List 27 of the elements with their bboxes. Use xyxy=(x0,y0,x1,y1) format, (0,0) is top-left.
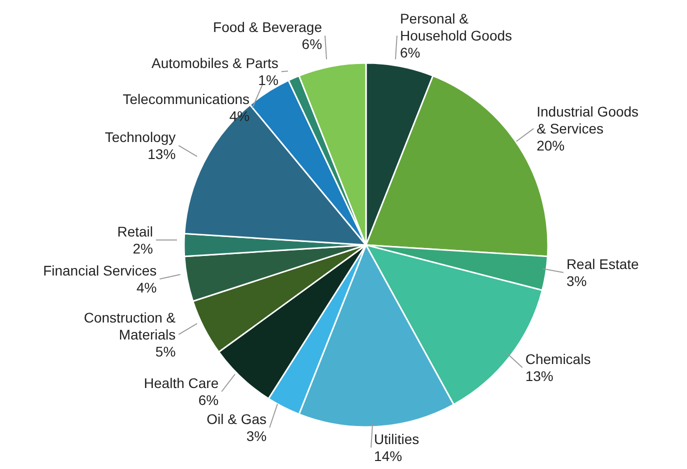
slice-label: Oil & Gas xyxy=(206,411,267,428)
data-label: 3% xyxy=(246,428,267,444)
data-label: 6% xyxy=(302,36,322,52)
data-label: 4% xyxy=(136,279,157,296)
data-label: 6% xyxy=(400,44,420,61)
data-label: 3% xyxy=(566,273,587,290)
slice-label: Personal & Household Goods xyxy=(400,10,512,44)
slice-label: Real Estate xyxy=(566,256,640,272)
slice-label: Financial Services xyxy=(43,262,157,278)
slice-label: Technology xyxy=(104,129,176,146)
slice-label: Utilities xyxy=(374,431,420,448)
data-label: 1% xyxy=(258,72,278,88)
slice-label: Telecommunications xyxy=(122,91,250,108)
data-label: 20% xyxy=(536,138,565,154)
slice-label: Automobiles & Parts xyxy=(152,55,278,72)
slice-label: Health Care xyxy=(144,375,219,392)
slice-label: Retail xyxy=(117,224,153,240)
slice-label: Food & Beverage xyxy=(213,19,322,36)
slice-label: Construction & Materials xyxy=(84,309,176,342)
slice-label: Chemicals xyxy=(525,350,591,367)
data-label: 6% xyxy=(198,392,219,408)
data-label: 13% xyxy=(148,146,176,162)
data-label: 13% xyxy=(525,368,554,384)
data-label: 5% xyxy=(155,343,176,360)
data-label: 2% xyxy=(132,240,153,256)
slice-label: Industrial Goods & Services xyxy=(536,104,639,137)
data-label: 14% xyxy=(374,448,402,464)
